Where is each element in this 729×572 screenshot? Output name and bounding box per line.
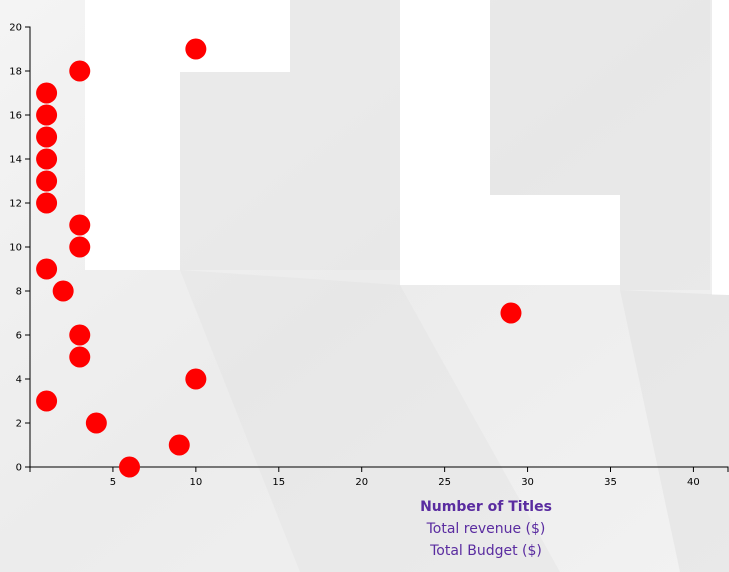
y-tick-label: 6 — [16, 331, 22, 342]
axis-option[interactable]: Total revenue ($) — [426, 521, 546, 537]
x-tick-label: 15 — [272, 477, 285, 488]
data-point[interactable] — [36, 104, 58, 126]
data-point[interactable] — [69, 214, 91, 236]
data-point[interactable] — [69, 324, 91, 346]
y-tick-label: 16 — [9, 111, 22, 122]
data-point[interactable] — [36, 82, 58, 104]
axis-option[interactable]: Total Budget ($) — [429, 543, 542, 559]
x-axis-line — [29, 466, 729, 472]
x-tick-label: 25 — [438, 477, 451, 488]
data-point[interactable] — [69, 60, 91, 82]
x-tick-label: 35 — [604, 477, 617, 488]
data-point[interactable] — [185, 38, 207, 60]
x-tick-label: 10 — [189, 477, 202, 488]
data-point[interactable] — [119, 456, 141, 478]
y-tick-label: 8 — [16, 287, 22, 298]
data-point[interactable] — [185, 368, 207, 390]
y-tick-label: 10 — [9, 243, 22, 254]
y-tick-label: 0 — [16, 463, 22, 474]
y-tick-label: 18 — [9, 67, 22, 78]
y-axis: 0 2 4 6 8 10 12 14 16 18 20 — [9, 23, 31, 474]
y-tick-label: 20 — [9, 23, 22, 34]
y-tick-label: 2 — [16, 419, 22, 430]
data-point[interactable] — [36, 170, 58, 192]
data-point[interactable] — [69, 236, 91, 258]
data-point[interactable] — [52, 280, 74, 302]
x-axis: 5 10 15 20 25 30 35 40 — [29, 466, 729, 488]
data-point[interactable] — [36, 258, 58, 280]
data-point[interactable] — [500, 302, 522, 324]
x-tick-label: 40 — [687, 477, 700, 488]
data-point[interactable] — [36, 390, 58, 412]
y-tick-label: 4 — [16, 375, 22, 386]
y-tick-label: 12 — [9, 199, 22, 210]
data-point[interactable] — [69, 346, 91, 368]
data-point[interactable] — [36, 192, 58, 214]
y-tick-label: 14 — [9, 155, 22, 166]
data-point[interactable] — [36, 148, 58, 170]
axis-option[interactable]: Number of Titles — [420, 499, 552, 515]
x-tick-label: 20 — [355, 477, 368, 488]
data-points — [36, 38, 522, 478]
x-axis-variable-menu[interactable]: Number of Titles Total revenue ($) Total B… — [420, 499, 552, 559]
data-point[interactable] — [36, 126, 58, 148]
data-point[interactable] — [85, 412, 107, 434]
x-tick-label: 5 — [110, 477, 116, 488]
data-point[interactable] — [168, 434, 190, 456]
x-tick-label: 30 — [521, 477, 534, 488]
